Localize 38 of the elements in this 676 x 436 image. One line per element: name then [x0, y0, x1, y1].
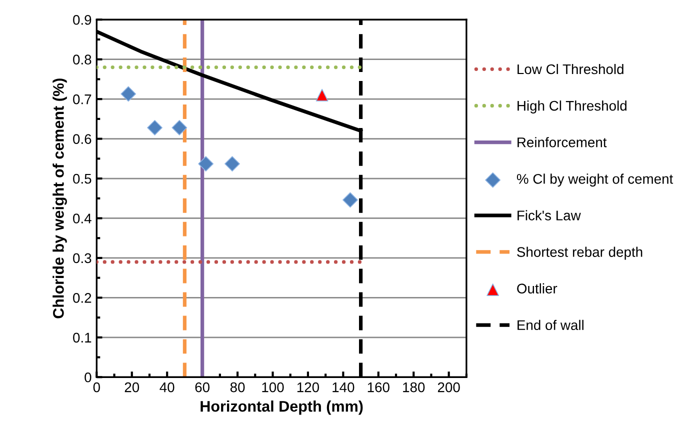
x-axis-title: Horizontal Depth (mm): [200, 400, 363, 415]
point: [172, 120, 188, 136]
y-tick-label: 0.8: [73, 54, 92, 65]
y-tick-label: 0.4: [73, 214, 92, 224]
x-tick-label: 160: [368, 382, 390, 392]
x-tick-label: 140: [332, 382, 354, 392]
y-tick-label: 0.2: [73, 293, 92, 303]
legend-label: Reinforcement: [518, 137, 607, 148]
legend-label: Outlier: [517, 283, 558, 294]
legend-label: % Cl by weight of cement: [516, 174, 674, 187]
legend-label: Fick's Law: [518, 210, 581, 220]
x-tick-label: 180: [403, 382, 425, 392]
point: [120, 86, 136, 102]
point: [147, 120, 162, 136]
y-tick-label: 0.9: [73, 14, 92, 25]
legend-label: High Cl Threshold: [518, 100, 626, 114]
x-tick-label: 20: [124, 382, 140, 392]
point: [198, 156, 214, 172]
y-tick-label: 0.6: [73, 134, 92, 144]
x-tick-label: 0: [93, 382, 100, 392]
y-axis-title: Chloride by weight of cement (%): [52, 78, 67, 318]
legend-label: End of wall: [518, 320, 584, 330]
y-tick-label: 0.5: [73, 174, 92, 184]
x-tick-label: 80: [230, 382, 245, 392]
y-tick-label: 0: [84, 372, 92, 382]
x-tick-label: 40: [160, 382, 174, 392]
legend-label: Low Cl Threshold: [518, 64, 624, 74]
y-tick-label: 0.1: [73, 332, 92, 343]
point: [342, 192, 358, 208]
x-tick-label: 100: [262, 382, 284, 392]
x-tick-label: 200: [438, 382, 460, 392]
point: [316, 88, 328, 102]
legend-label: Shortest rebar depth: [517, 246, 642, 260]
y-tick-label: 0.7: [73, 94, 92, 104]
y-tick-label: 0.3: [73, 253, 92, 264]
x-tick-label: 120: [297, 382, 320, 392]
x-tick-label: 60: [195, 382, 210, 392]
point: [224, 156, 240, 172]
